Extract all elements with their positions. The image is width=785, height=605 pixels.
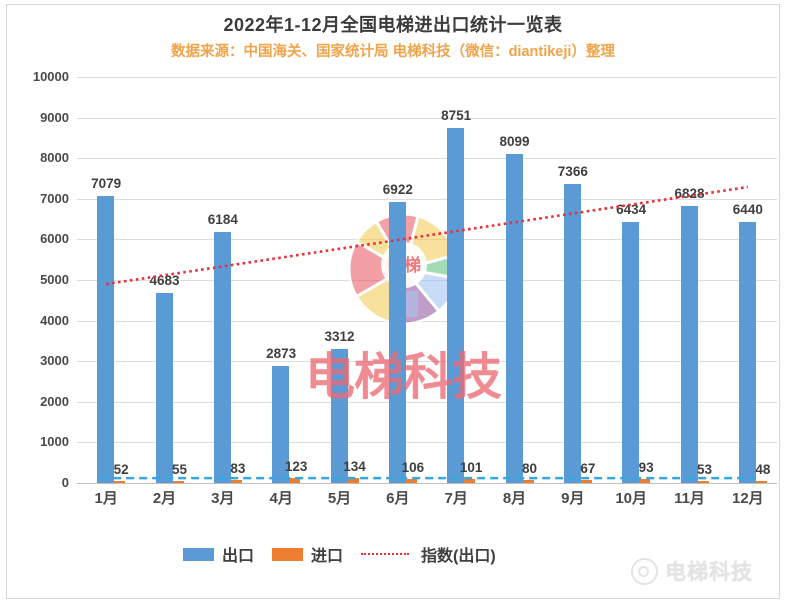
import-value-label: 80	[521, 460, 538, 476]
export-bar	[505, 154, 523, 483]
import-value-label: 55	[171, 461, 188, 477]
gridline	[77, 77, 777, 78]
import-bar	[522, 479, 534, 483]
export-bar	[447, 127, 465, 483]
gridline	[77, 361, 777, 363]
x-tick-label: 7月	[444, 490, 468, 507]
export-bar	[563, 183, 581, 483]
import-bar	[230, 479, 242, 483]
gridline	[77, 442, 777, 444]
export-value-label: 4683	[149, 272, 180, 288]
legend-swatch-import	[272, 547, 304, 561]
y-tick-label: 5000	[40, 272, 69, 287]
gridline	[77, 117, 777, 119]
y-tick-label: 6000	[40, 231, 69, 247]
chart-frame: 2022年1-12月全国电梯进出口统计一览表 数据来源：中国海关、国家统计局 电…	[6, 4, 780, 599]
export-value-label: 6440	[732, 201, 763, 217]
gridline	[77, 158, 777, 160]
x-tick-label: 12月	[731, 490, 764, 507]
import-value-label: 52	[113, 461, 129, 477]
legend-label-export: 出口	[222, 548, 255, 565]
import-bar	[289, 478, 301, 483]
export-value-label: 2873	[266, 346, 297, 362]
export-bar	[272, 366, 290, 483]
export-bar	[388, 201, 406, 483]
export-bar	[213, 231, 231, 483]
export-bar	[680, 205, 698, 483]
footer-logo-text: 电梯科技	[665, 561, 753, 584]
y-tick-label: 2000	[40, 393, 69, 409]
watermark-text: 电梯科技	[305, 349, 502, 405]
y-axis: 0 1000 2000 3000 4000 5000 6000 7000 8000 9000 100…	[7, 5, 69, 505]
x-tick-label: 5月	[327, 490, 352, 507]
gridline	[77, 320, 777, 322]
export-value-label: 8099	[499, 134, 530, 150]
y-tick-label: 8000	[40, 150, 69, 166]
y-tick-label: 9000	[40, 109, 69, 125]
x-tick-label: 4月	[269, 490, 293, 507]
footer-logo: 电梯科技	[631, 556, 753, 586]
import-bar	[172, 480, 184, 483]
legend: 出口 进口 指数(出口)	[183, 542, 506, 566]
import-value-label: 48	[755, 462, 771, 478]
export-bar	[330, 348, 348, 483]
export-value-label: 7366	[557, 163, 588, 179]
x-tick-label: 2月	[152, 490, 177, 507]
import-value-label: 123	[284, 459, 308, 475]
x-tick-label: 1月	[94, 490, 118, 507]
import-value-label: 67	[580, 461, 596, 477]
import-bar	[405, 478, 417, 483]
x-tick-label: 10月	[615, 490, 647, 507]
export-bar	[97, 195, 115, 483]
import-bar	[464, 478, 476, 483]
export-value-label: 6184	[207, 211, 238, 227]
import-value-label: 53	[696, 461, 713, 477]
x-tick-label: 6月	[386, 490, 410, 507]
export-value-label: 6922	[382, 181, 413, 197]
legend-label-trendline: 指数(出口)	[421, 548, 496, 565]
import-value-label: 106	[401, 459, 425, 475]
import-value-label: 101	[459, 459, 483, 475]
y-tick-label: 10000	[32, 69, 69, 84]
import-bar	[580, 480, 592, 483]
legend-swatch-export	[183, 547, 214, 561]
import-value-label: 83	[230, 460, 246, 476]
export-trendline	[105, 185, 749, 286]
import-value-label: 93	[638, 460, 654, 476]
export-bar	[155, 292, 173, 483]
import-bar	[114, 480, 126, 483]
y-tick-label: 3000	[40, 353, 69, 369]
import-bar	[639, 479, 651, 483]
gridline	[77, 198, 777, 200]
chart-title: 2022年1-12月全国电梯进出口统计一览表	[223, 15, 563, 35]
plot-area: 电梯 电梯科技 70795246835561848328731233312134…	[77, 77, 777, 484]
import-bar	[755, 480, 767, 483]
export-bar	[622, 221, 640, 483]
x-tick-label: 11月	[674, 490, 705, 507]
export-value-label: 8751	[441, 107, 472, 123]
y-tick-label: 7000	[40, 190, 69, 206]
export-value-label: 3312	[324, 328, 355, 344]
x-tick-label: 9月	[561, 490, 585, 507]
trendline-layer	[100, 185, 754, 480]
x-axis: 1月 2月 3月 4月 5月 6月 7月 8月 9月 10月 11月 12月	[77, 487, 777, 511]
x-tick-label: 8月	[502, 490, 527, 507]
y-tick-label: 1000	[40, 434, 69, 450]
export-value-label: 7079	[91, 175, 122, 191]
gridline	[77, 401, 777, 403]
x-tick-label: 3月	[211, 490, 235, 507]
legend-label-import: 进口	[311, 548, 344, 565]
legend-swatch-trendline	[361, 553, 410, 555]
y-tick-label: 4000	[40, 312, 69, 328]
footer-logo-icon	[631, 557, 658, 585]
chart-subtitle: 数据来源：中国海关、国家统计局 电梯科技（微信：diantikeji）整理	[171, 44, 615, 60]
import-value-label: 134	[343, 458, 366, 474]
export-bar	[738, 221, 756, 483]
import-bar	[347, 477, 359, 483]
import-bar	[697, 480, 709, 483]
x-axis-line	[77, 483, 777, 484]
y-tick-label: 0	[61, 475, 69, 490]
